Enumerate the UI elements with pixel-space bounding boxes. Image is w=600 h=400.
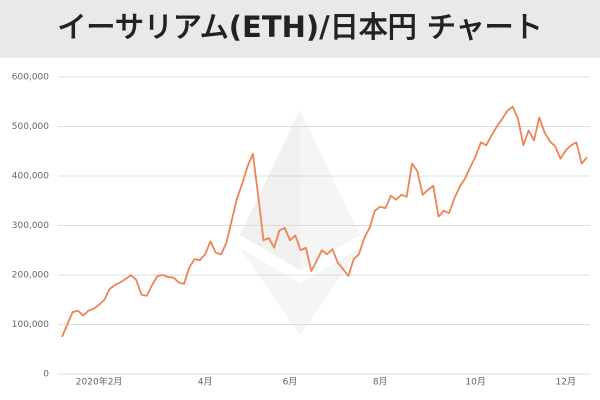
x-tick-label: 10月 bbox=[465, 377, 485, 388]
x-tick-label: 12月 bbox=[556, 377, 576, 388]
y-tick-label: 500,000 bbox=[12, 122, 49, 132]
price-line bbox=[61, 105, 588, 338]
x-tick-label: 2020年2月 bbox=[76, 376, 123, 388]
chart-title: イーサリアム(ETH)/日本円 チャート bbox=[57, 10, 542, 44]
x-tick-label: 6月 bbox=[283, 377, 298, 388]
y-tick-label: 200,000 bbox=[12, 271, 49, 281]
y-tick-label: 300,000 bbox=[12, 221, 49, 231]
x-tick-label: 8月 bbox=[373, 377, 388, 388]
x-tick-label: 4月 bbox=[198, 377, 213, 388]
plot: 0 100,000 200,000 300,000 400,000 500,000 600,… bbox=[12, 73, 590, 388]
y-tick-label: 600,000 bbox=[12, 73, 49, 83]
title-bar bbox=[0, 0, 600, 58]
y-tick-label: 100,000 bbox=[12, 320, 49, 330]
y-tick-label: 400,000 bbox=[12, 172, 49, 182]
y-tick-label: 0 bbox=[43, 370, 49, 380]
eth-watermark bbox=[240, 110, 360, 335]
